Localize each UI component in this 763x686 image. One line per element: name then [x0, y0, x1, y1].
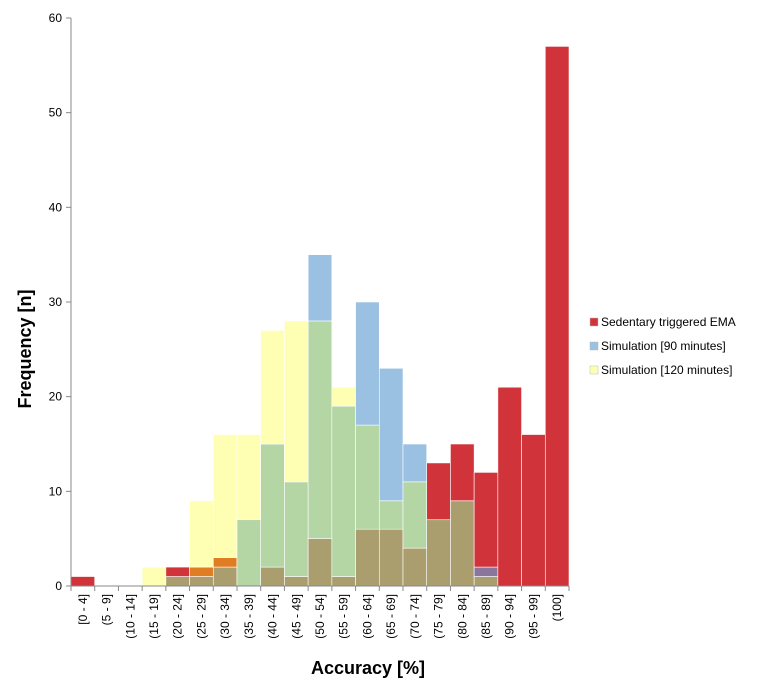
bar	[473, 472, 499, 568]
y-tick-label: 10	[49, 484, 63, 498]
x-tick-label: (40 - 44]	[266, 594, 280, 639]
x-tick-label: (90 - 94]	[503, 594, 517, 639]
y-tick-label: 60	[49, 11, 63, 25]
x-tick-label: (100]	[550, 594, 564, 621]
bar	[331, 405, 356, 577]
bar	[378, 500, 404, 530]
bar	[189, 576, 214, 587]
y-tick-label: 0	[55, 579, 62, 593]
bar	[165, 566, 190, 577]
bar	[212, 557, 238, 568]
bar	[331, 386, 356, 407]
bar	[70, 576, 96, 587]
bars-layer	[70, 46, 570, 587]
y-axis-title: Frequency [n]	[15, 289, 35, 408]
bar	[212, 434, 238, 558]
bar	[378, 367, 404, 502]
x-tick-label: (15 - 19]	[147, 594, 161, 639]
x-tick-label: (65 - 69]	[384, 594, 398, 639]
bar	[521, 434, 546, 587]
x-tick-label: (60 - 64]	[360, 594, 374, 639]
x-tick-label: (20 - 24]	[171, 594, 185, 639]
legend-label: Simulation [120 minutes]	[601, 363, 732, 377]
x-tick-label: (70 - 74]	[408, 594, 422, 639]
bar	[544, 46, 570, 587]
bar	[307, 320, 333, 539]
x-tick-label: (55 - 59]	[337, 594, 351, 639]
x-tick-label: (10 - 14]	[123, 594, 137, 639]
bar	[260, 330, 285, 445]
x-tick-label: (35 - 39]	[242, 594, 256, 639]
x-axis-title: Accuracy [%]	[311, 658, 425, 678]
bar	[331, 576, 356, 587]
x-tick-label: (85 - 89]	[479, 594, 493, 639]
bar	[284, 320, 309, 483]
legend-swatch	[589, 317, 599, 327]
x-tick-label: [0 - 4]	[76, 594, 90, 625]
legend-swatch	[589, 341, 599, 351]
x-tick-label: (80 - 84]	[455, 594, 469, 639]
bar	[450, 443, 475, 502]
x-tick-label: (30 - 34]	[218, 594, 232, 639]
x-tick-label: (45 - 49]	[289, 594, 303, 639]
x-tick-label: (75 - 79]	[432, 594, 446, 639]
y-axis: 0 10 20 30 40 50 60	[49, 11, 72, 593]
bar	[141, 566, 167, 587]
bar	[355, 424, 380, 530]
bar	[189, 500, 214, 568]
bar	[473, 566, 499, 577]
bar	[284, 576, 309, 587]
bar	[212, 566, 238, 587]
bar	[402, 443, 428, 483]
bar	[307, 254, 333, 322]
bar	[402, 481, 428, 549]
bar	[284, 481, 309, 577]
x-tick-label: (50 - 54]	[313, 594, 327, 639]
x-tick-label: (5 - 9]	[100, 594, 114, 625]
legend: Sedentary triggered EMA Simulation [90 mi…	[589, 315, 736, 377]
bar	[189, 566, 214, 577]
bar	[307, 538, 333, 587]
x-tick-label: (25 - 29]	[194, 594, 208, 639]
y-tick-label: 20	[49, 390, 63, 404]
legend-label: Simulation [90 minutes]	[601, 339, 726, 353]
bar	[450, 500, 475, 587]
y-tick-label: 30	[49, 295, 63, 309]
bar	[402, 547, 428, 587]
bar	[260, 566, 285, 587]
x-axis: [0 - 4] (5 - 9] (10 - 14] (15 - 19] (20 - 24…	[70, 585, 570, 639]
bar	[236, 519, 262, 587]
legend-swatch	[589, 365, 599, 375]
bar	[260, 443, 285, 568]
bar	[165, 576, 190, 587]
bar	[236, 434, 262, 521]
bar	[355, 528, 380, 587]
legend-label: Sedentary triggered EMA	[601, 315, 736, 329]
x-tick-label: (95 - 99]	[526, 594, 540, 639]
bar	[355, 301, 380, 426]
bar	[473, 576, 499, 587]
bar	[426, 519, 451, 587]
y-tick-label: 40	[49, 200, 63, 214]
y-tick-label: 50	[49, 106, 63, 120]
bar	[497, 386, 522, 587]
bar	[426, 462, 451, 521]
bar	[378, 528, 404, 587]
